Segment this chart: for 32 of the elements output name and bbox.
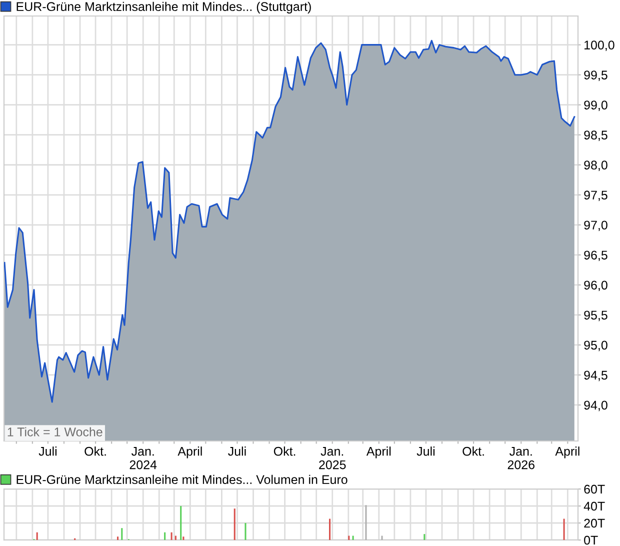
- y-tick-label: 99,5: [584, 70, 608, 81]
- x-tick-label: Juli: [416, 446, 435, 456]
- y-tick-label: 98,0: [584, 160, 608, 171]
- x-tick-label: April: [366, 446, 391, 458]
- y-tick-label: 97,0: [584, 220, 608, 232]
- annotation: 1 Tick = 1 Woche: [8, 427, 102, 436]
- y-tick-label: 40T: [584, 502, 605, 511]
- y-tick-label: 95,5: [584, 310, 608, 322]
- y-tick-label: 100,0: [584, 40, 614, 51]
- x-tick-label: Jan. 2025: [319, 447, 346, 470]
- x-tick-label: Jan. 2026: [508, 447, 534, 470]
- x-tick-label: Juli: [38, 446, 56, 456]
- x-tick-label: Okt.: [274, 446, 296, 456]
- legend-label: EUR-Grüne Marktzinsanleihe mit Mindes... (Stuttgart): [16, 2, 311, 14]
- y-tick-label: 99,0: [584, 100, 608, 111]
- y-tick-label: 60T: [584, 484, 605, 494]
- y-tick-label: 0T: [584, 536, 598, 545]
- y-tick-label: 96,0: [584, 280, 608, 292]
- y-tick-label: 95,0: [584, 340, 608, 352]
- legend-label: EUR-Grüne Marktzinsanleihe mit Mindes... Volumen in Euro: [16, 474, 348, 484]
- y-tick-label: 20T: [584, 518, 605, 528]
- x-tick-label: Juli: [228, 446, 246, 456]
- y-tick-label: 97,5: [584, 190, 608, 202]
- x-tick-label: Jan. 2024: [130, 447, 157, 470]
- y-tick-label: 94,5: [584, 370, 608, 382]
- y-tick-label: 98,5: [584, 130, 608, 141]
- x-tick-label: Okt.: [462, 446, 484, 456]
- x-tick-label: April: [178, 446, 202, 458]
- y-tick-label: 94,0: [584, 400, 608, 412]
- y-tick-label: 96,5: [584, 250, 608, 262]
- x-tick-label: Okt.: [84, 446, 106, 456]
- x-tick-label: April: [555, 446, 580, 458]
